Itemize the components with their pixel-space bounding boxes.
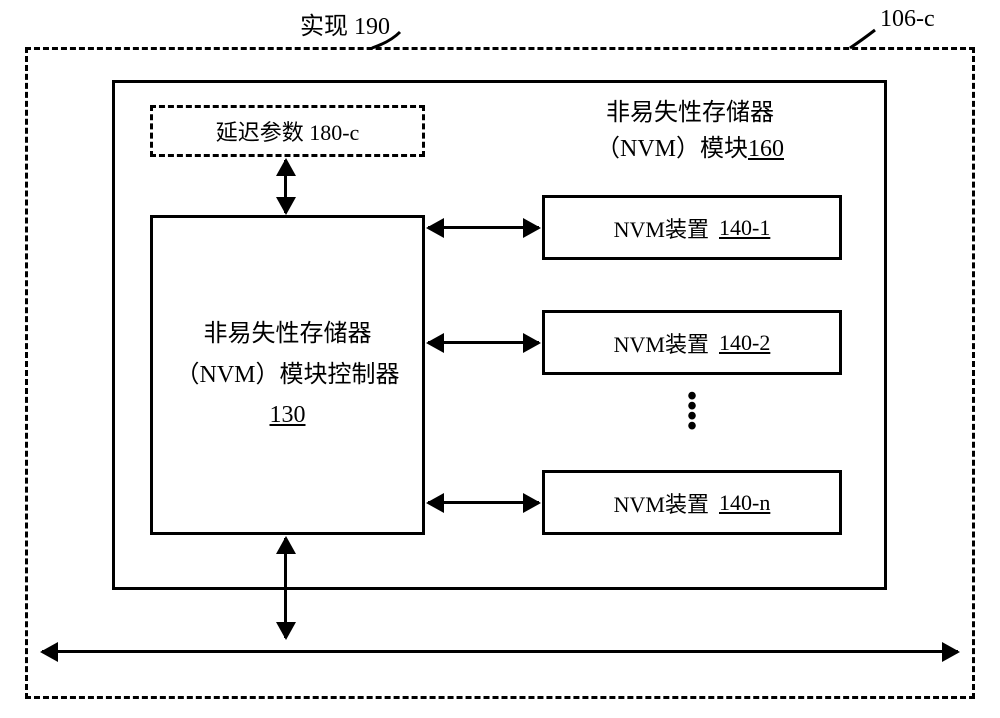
arrow-ctrl-dev1: [428, 226, 539, 229]
diagram-canvas: 实现 190 106-c 非易失性存储器 （NVM）模块160 延迟参数 180…: [0, 0, 1000, 718]
device-2-prefix: NVM装置: [614, 327, 709, 359]
nvm-controller-box: 非易失性存储器 （NVM）模块控制器 130: [150, 215, 425, 535]
module-title: 非易失性存储器 （NVM）模块160: [540, 95, 840, 167]
device-1-ref: 140-1: [719, 215, 770, 241]
module-title-line2-text: （NVM）模块: [596, 136, 748, 162]
arrow-ctrl-devn: [428, 501, 539, 504]
nvm-device-n: NVM装置 140-n: [542, 470, 842, 535]
module-title-ref: 160: [748, 136, 784, 162]
arrow-bus: [42, 650, 958, 653]
device-ellipsis: ••••: [682, 392, 702, 432]
module-title-line2: （NVM）模块160: [540, 131, 840, 167]
controller-line2: （NVM）模块控制器: [175, 355, 399, 396]
nvm-device-1: NVM装置 140-1: [542, 195, 842, 260]
arrow-ctrl-dev2: [428, 341, 539, 344]
controller-ref: 130: [270, 395, 306, 436]
controller-line1: 非易失性存储器: [204, 314, 372, 355]
ref-callout-label: 106-c: [880, 6, 935, 33]
impl-callout-label: 实现 190: [300, 6, 390, 41]
device-n-prefix: NVM装置: [614, 487, 709, 519]
arrow-controller-bus: [284, 538, 287, 638]
device-n-ref: 140-n: [719, 490, 770, 516]
delay-param-label: 延迟参数 180-c: [216, 115, 360, 147]
nvm-device-2: NVM装置 140-2: [542, 310, 842, 375]
arrow-delay-controller: [284, 160, 287, 213]
device-2-ref: 140-2: [719, 330, 770, 356]
device-1-prefix: NVM装置: [614, 212, 709, 244]
module-title-line1: 非易失性存储器: [540, 95, 840, 131]
delay-param-box: 延迟参数 180-c: [150, 105, 425, 157]
